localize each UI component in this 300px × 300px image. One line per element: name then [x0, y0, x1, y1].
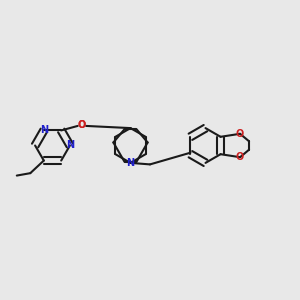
- Text: N: N: [126, 158, 135, 168]
- Text: N: N: [40, 125, 48, 135]
- Text: O: O: [78, 120, 86, 130]
- Text: N: N: [66, 140, 74, 151]
- Text: O: O: [236, 129, 244, 139]
- Text: O: O: [236, 152, 244, 162]
- Text: O: O: [78, 120, 86, 130]
